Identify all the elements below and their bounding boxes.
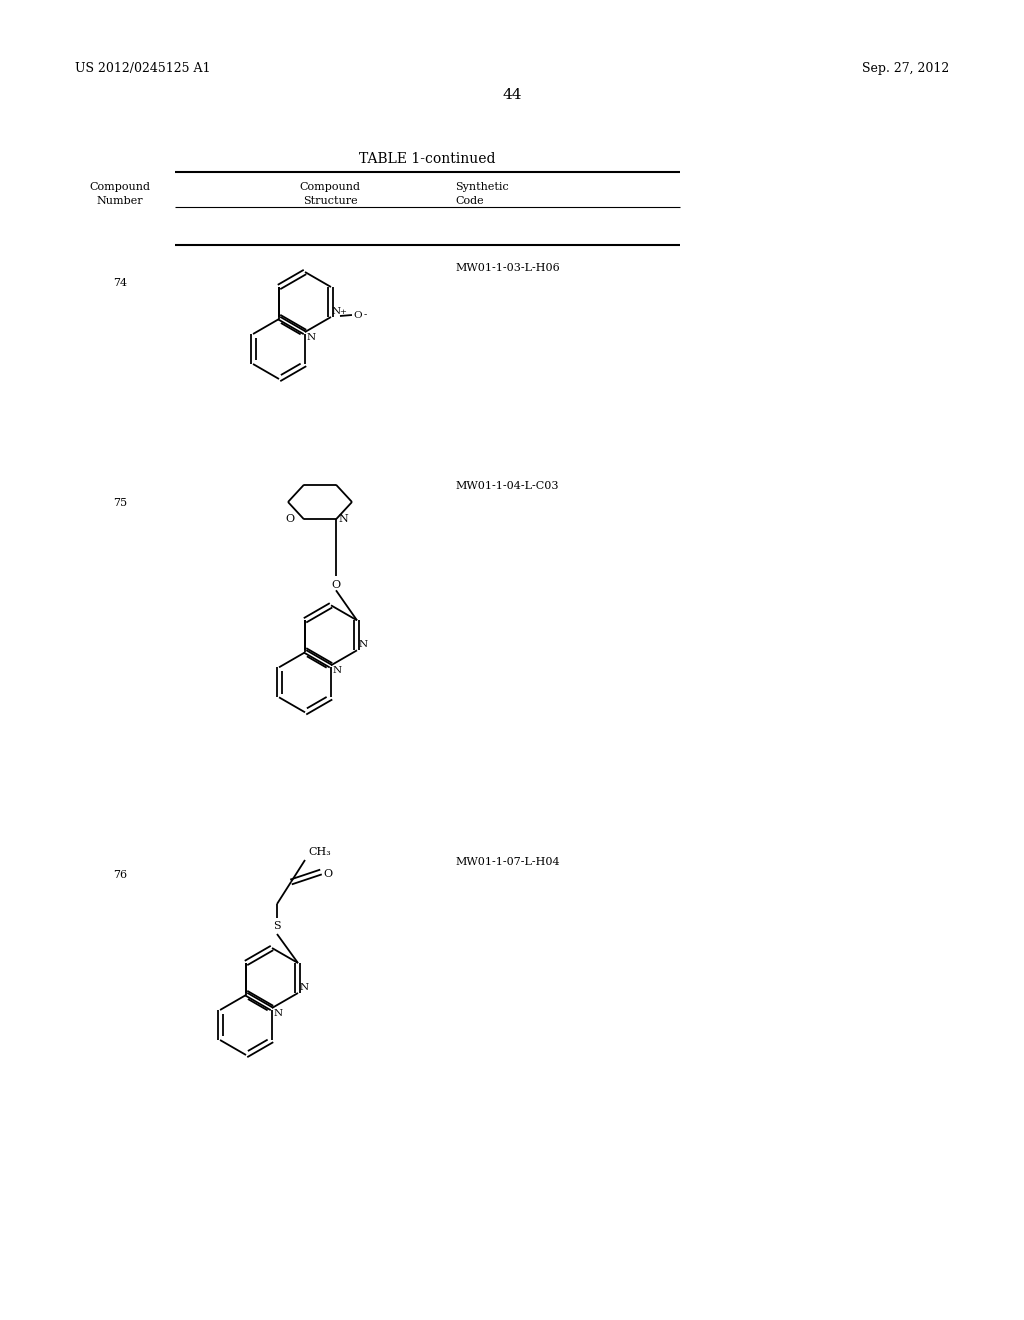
Text: N: N	[332, 308, 341, 315]
Text: N: N	[338, 515, 348, 524]
Text: Structure: Structure	[303, 195, 357, 206]
Text: O: O	[285, 515, 294, 524]
Text: N: N	[333, 667, 342, 676]
Text: Sep. 27, 2012: Sep. 27, 2012	[862, 62, 949, 75]
Text: 74: 74	[113, 279, 127, 288]
Text: 44: 44	[502, 88, 522, 102]
Text: MW01-1-03-L-H06: MW01-1-03-L-H06	[455, 263, 560, 273]
Text: Number: Number	[96, 195, 143, 206]
Text: S: S	[273, 921, 281, 931]
Text: O: O	[353, 310, 361, 319]
Text: CH₃: CH₃	[308, 847, 331, 857]
Text: MW01-1-07-L-H04: MW01-1-07-L-H04	[455, 857, 560, 867]
Text: Code: Code	[455, 195, 483, 206]
Text: US 2012/0245125 A1: US 2012/0245125 A1	[75, 62, 211, 75]
Text: N: N	[359, 640, 368, 649]
Text: N: N	[307, 333, 316, 342]
Text: TABLE 1-continued: TABLE 1-continued	[358, 152, 496, 166]
Text: -: -	[364, 310, 368, 319]
Text: O: O	[323, 869, 332, 879]
Text: O: O	[332, 581, 341, 590]
Text: N: N	[274, 1008, 283, 1018]
Text: Compound: Compound	[299, 182, 360, 191]
Text: 76: 76	[113, 870, 127, 880]
Text: 75: 75	[113, 498, 127, 508]
Text: Synthetic: Synthetic	[455, 182, 509, 191]
Text: N: N	[300, 983, 309, 993]
Text: MW01-1-04-L-C03: MW01-1-04-L-C03	[455, 480, 558, 491]
Text: +: +	[339, 308, 346, 315]
Text: Compound: Compound	[89, 182, 151, 191]
